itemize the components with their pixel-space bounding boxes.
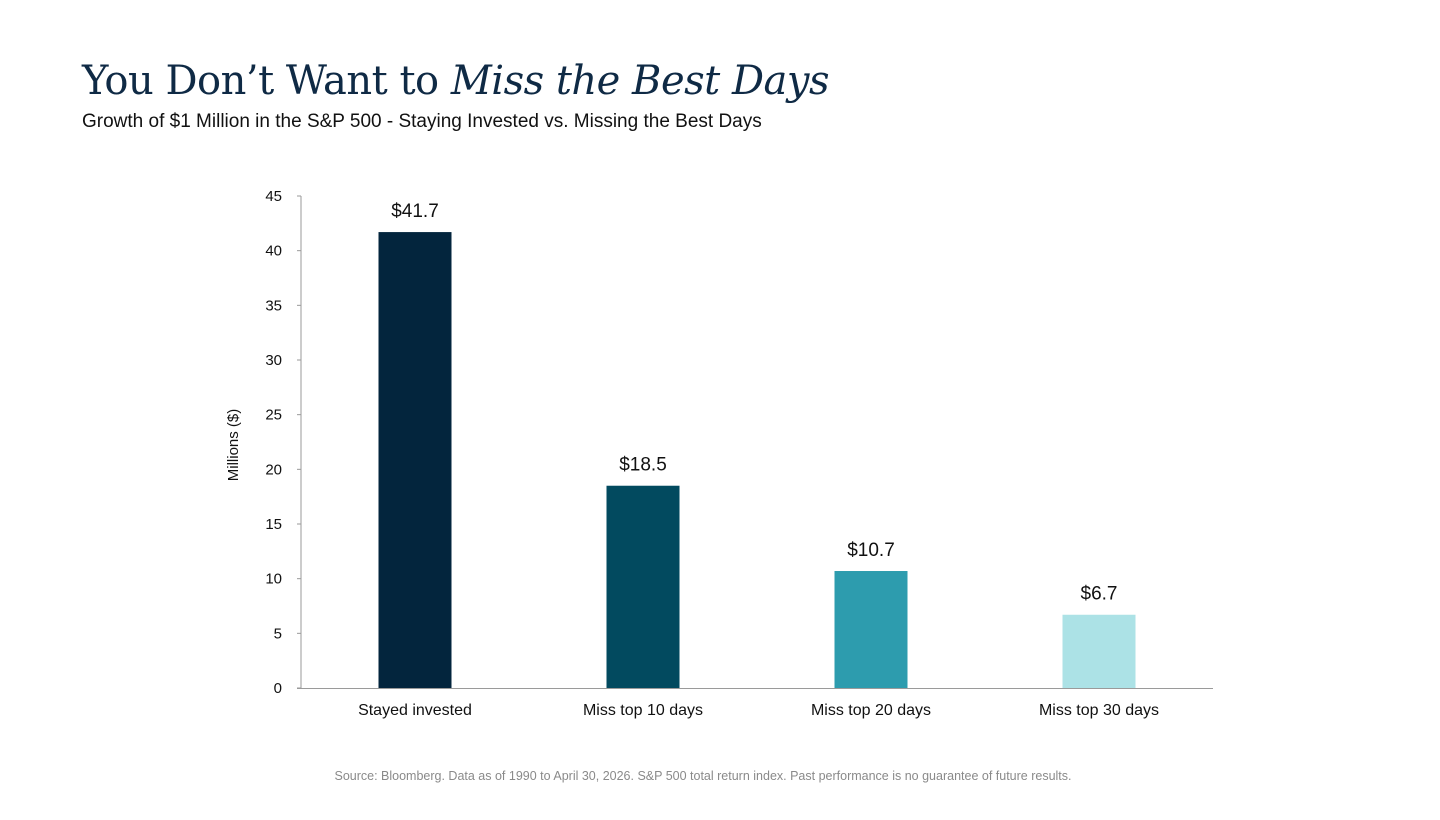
y-tick-label: 20	[265, 461, 282, 478]
axes-group	[297, 196, 1213, 689]
y-tick-label: 0	[274, 680, 282, 697]
y-tick-label: 25	[265, 407, 282, 424]
bar	[1062, 614, 1136, 688]
y-tick-label: 30	[265, 352, 282, 369]
bar	[378, 232, 452, 688]
y-axis-ticks: 0 5 10 15 20 25 30 35 40 45	[265, 188, 301, 697]
y-tick-label: 40	[265, 243, 282, 260]
bar-value-label: $41.7	[391, 201, 439, 222]
bars-group	[378, 232, 1136, 688]
y-tick-label: 5	[274, 625, 282, 642]
page-subtitle: Growth of $1 Million in the S&P 500 - St…	[82, 111, 762, 132]
x-axis-labels: Stayed invested Miss top 10 days Miss top …	[358, 702, 1159, 719]
bar-value-label: $18.5	[619, 455, 667, 476]
title-emphasis: Miss the Best Days	[450, 58, 830, 104]
x-category-label: Miss top 20 days	[811, 702, 931, 719]
x-category-label: Stayed invested	[358, 702, 472, 719]
bar	[834, 571, 908, 688]
y-tick-label: 45	[265, 188, 282, 205]
bar-value-label: $10.7	[847, 540, 895, 561]
y-tick-label: 15	[265, 516, 282, 533]
title-plain: You Don’t Want to	[82, 58, 451, 104]
source-note: Source: Bloomberg. Data as of 1990 to Ap…	[334, 769, 1072, 783]
page-title: You Don’t Want to Miss the Best Days	[82, 56, 829, 106]
bar-value-label: $6.7	[1081, 584, 1118, 605]
data-labels-group: $41.7 $18.5 $10.7 $6.7	[391, 201, 1117, 605]
bar-chart: 0 5 10 15 20 25 30 35 40 45 $41.7 $18.5 $10.7 $6.7 S…	[225, 188, 1213, 719]
x-category-label: Miss top 30 days	[1039, 702, 1159, 719]
y-tick-label: 35	[265, 297, 282, 314]
y-tick-label: 10	[265, 571, 282, 588]
y-axis-title: Millions ($)	[225, 409, 242, 482]
bar	[606, 485, 680, 688]
x-category-label: Miss top 10 days	[583, 702, 703, 719]
